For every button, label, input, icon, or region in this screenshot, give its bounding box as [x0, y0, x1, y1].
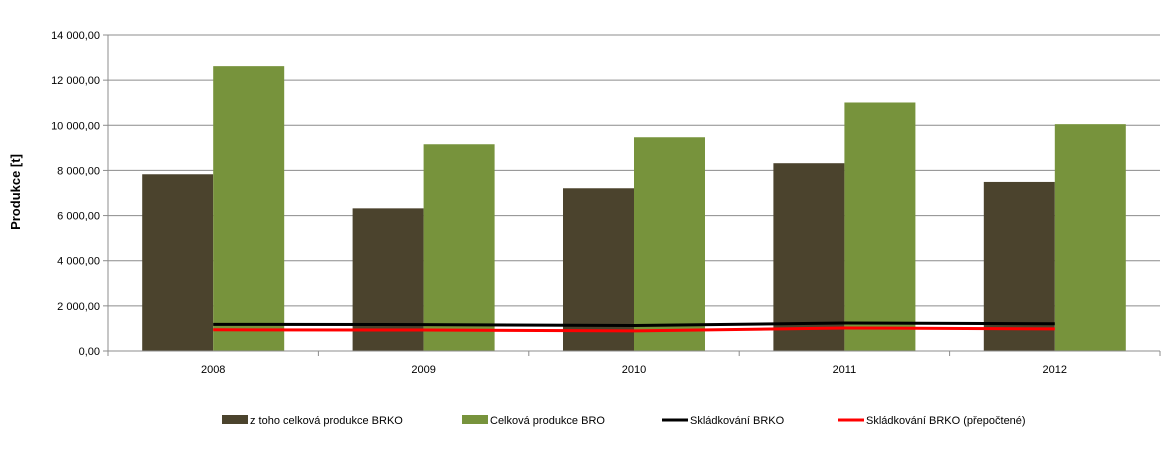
bar-bro-2011	[844, 102, 916, 351]
y-tick-label: 12 000,00	[51, 75, 100, 87]
bar-brko-2009	[352, 208, 424, 351]
y-tick-label: 0,00	[79, 346, 100, 358]
bar-brko-2011	[773, 163, 845, 351]
bar-bro-2008	[213, 66, 285, 352]
y-axis-label: Produkce [t]	[8, 154, 23, 230]
y-tick-label: 8 000,00	[57, 165, 100, 177]
x-tick-label: 2012	[1043, 364, 1067, 376]
axes: 0,00 2 000,00 4 000,00 6 000,00 8 000,00 10 0…	[51, 30, 1161, 376]
line-series-skladkovani-brko-prepoctene	[213, 326, 1055, 333]
y-tick-label: 14 000,00	[51, 30, 100, 42]
legend: z toho celková produkce BRKO Celková prod…	[222, 415, 1026, 427]
bar-bro-2009	[423, 144, 495, 351]
x-tick-label: 2011	[833, 364, 857, 376]
legend-swatch	[462, 415, 488, 424]
legend-label: Skládkování BRKO	[690, 415, 785, 427]
y-tick-label: 2 000,00	[57, 301, 100, 313]
bar-bro-2010	[634, 137, 705, 351]
legend-label: Skládkování BRKO (přepočtené)	[866, 415, 1026, 427]
x-tick-label: 2009	[411, 364, 435, 376]
legend-swatch	[222, 415, 248, 424]
bar-brko-2012	[983, 181, 1055, 351]
legend-label: Celková produkce BRO	[490, 415, 605, 427]
bar-bro-2012	[1054, 124, 1126, 352]
bars	[142, 66, 1126, 352]
lines	[213, 321, 1055, 333]
y-tick-label: 4 000,00	[57, 256, 100, 268]
y-tick-label: 6 000,00	[57, 211, 100, 223]
x-tick-label: 2008	[201, 364, 225, 376]
bar-brko-2008	[142, 174, 214, 351]
legend-label: z toho celková produkce BRKO	[250, 415, 403, 427]
x-tick-label: 2010	[622, 364, 646, 376]
line-series-skladkovani-brko	[213, 321, 1055, 327]
y-tick-label: 10 000,00	[51, 120, 100, 132]
